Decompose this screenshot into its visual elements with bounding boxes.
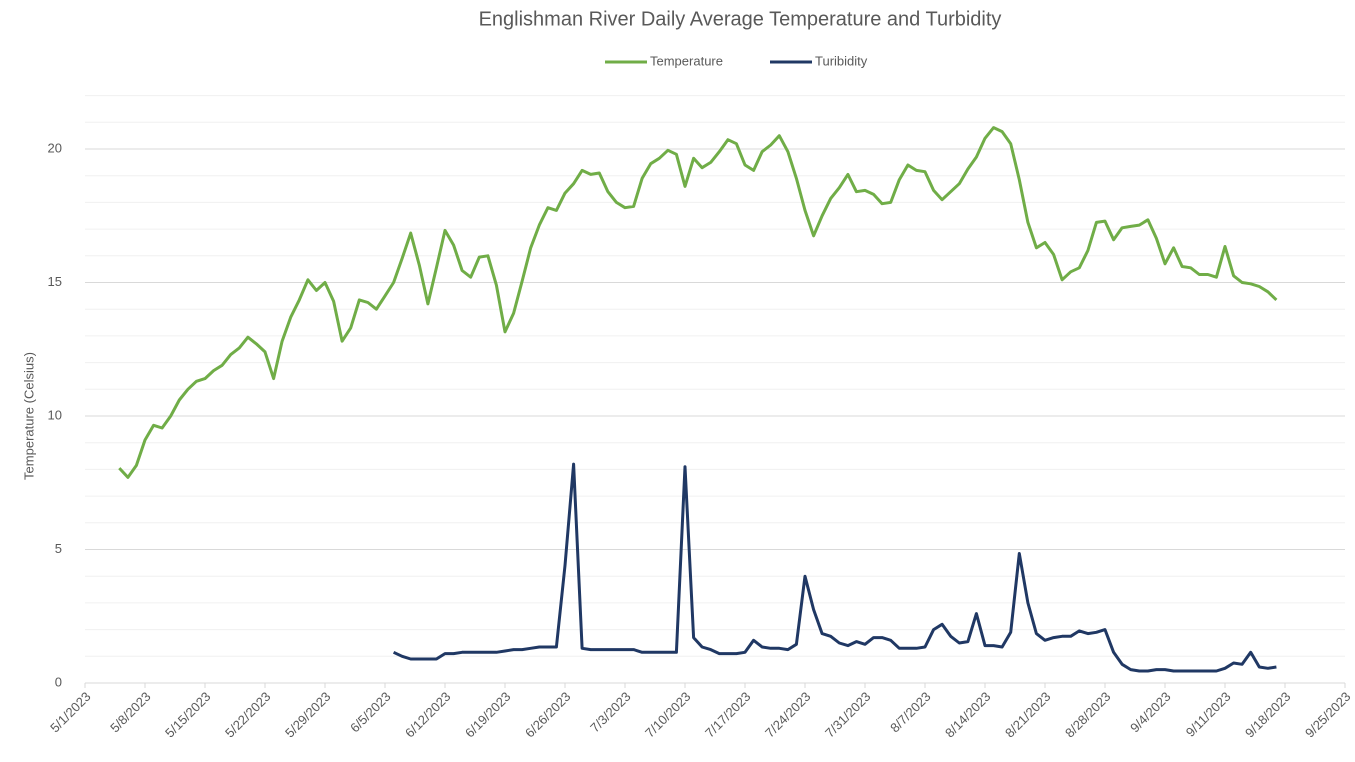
- x-tick-label: 5/15/2023: [162, 689, 214, 741]
- x-tick-label: 6/26/2023: [522, 689, 574, 741]
- x-tick-label: 5/8/2023: [107, 689, 153, 735]
- x-tick-label: 7/10/2023: [642, 689, 694, 741]
- x-tick-label: 9/25/2023: [1302, 689, 1354, 741]
- y-tick-label: 15: [48, 274, 62, 289]
- x-tick-label: 7/24/2023: [762, 689, 814, 741]
- x-tick-label: 7/17/2023: [702, 689, 754, 741]
- x-tick-label: 7/31/2023: [822, 689, 874, 741]
- x-tick-label: 6/19/2023: [462, 689, 514, 741]
- x-tick-label: 6/5/2023: [347, 689, 393, 735]
- x-tick-label: 8/21/2023: [1002, 689, 1054, 741]
- y-axis-label: Temperature (Celsius): [21, 352, 36, 480]
- x-tick-label: 7/3/2023: [587, 689, 633, 735]
- x-tick-label: 8/28/2023: [1062, 689, 1114, 741]
- legend-label: Turibidity: [815, 53, 868, 68]
- chart-title: Englishman River Daily Average Temperatu…: [479, 8, 1002, 30]
- x-tick-label: 8/7/2023: [887, 689, 933, 735]
- legend-label: Temperature: [650, 53, 723, 68]
- y-tick-label: 5: [55, 541, 62, 556]
- x-tick-label: 9/18/2023: [1242, 689, 1294, 741]
- x-tick-label: 6/12/2023: [402, 689, 454, 741]
- y-tick-label: 10: [48, 407, 62, 422]
- x-tick-label: 5/22/2023: [222, 689, 274, 741]
- x-tick-label: 8/14/2023: [942, 689, 994, 741]
- y-tick-label: 20: [48, 140, 62, 155]
- data-line: [392, 462, 1277, 673]
- data-line: [118, 126, 1278, 479]
- x-tick-label: 5/29/2023: [282, 689, 334, 741]
- x-tick-label: 9/4/2023: [1127, 689, 1173, 735]
- y-tick-label: 0: [55, 674, 62, 689]
- x-tick-label: 9/11/2023: [1183, 689, 1234, 740]
- x-tick-label: 5/1/2023: [47, 689, 93, 735]
